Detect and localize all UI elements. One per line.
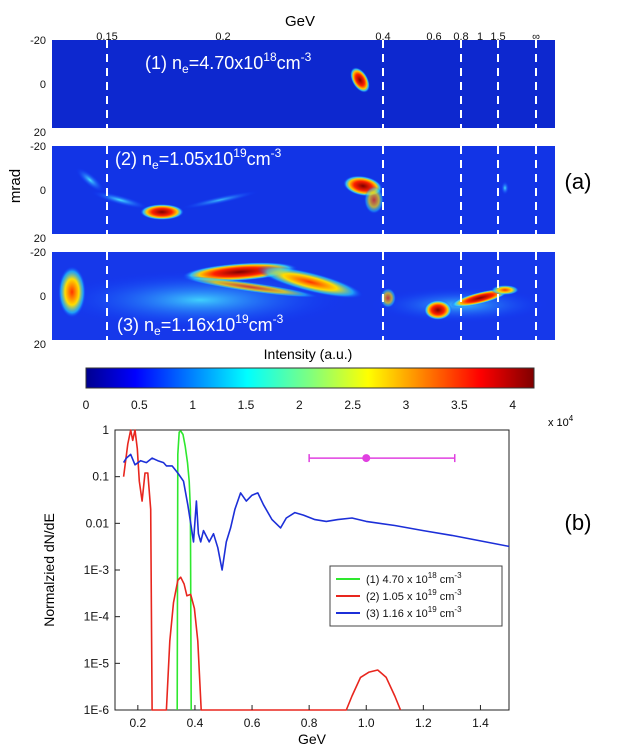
y-axis-label: Normalzied dN/dE xyxy=(41,513,57,627)
colorbar-tick-label: 1.5 xyxy=(238,398,255,412)
y-tick-label: 1E-5 xyxy=(84,656,110,670)
legend-label: (2) 1.05 x 1019 cm-3 xyxy=(366,588,462,603)
x-tick-label: 1.0 xyxy=(358,716,375,730)
energy-marker-lines xyxy=(106,40,537,340)
y-tick-label: 0.1 xyxy=(92,470,109,484)
series-line-2 xyxy=(122,429,402,711)
spectrum-image-1 xyxy=(52,40,555,128)
colorbar-tick-label: 3 xyxy=(403,398,410,412)
y-tick-label: 1E-6 xyxy=(84,703,110,717)
legend-label: (1) 4.70 x 1018 cm-3 xyxy=(366,571,462,586)
angle-axis-label: mrad xyxy=(7,169,24,203)
series-line-1 xyxy=(176,430,192,711)
x-tick-label: 1.2 xyxy=(415,716,432,730)
angle-tick-label: -20 xyxy=(30,247,46,259)
spectrum-label-1: (1) ne=4.70x1018cm-3 xyxy=(145,50,312,76)
angle-tick-label: 0 xyxy=(40,79,46,91)
colorbar xyxy=(85,367,535,389)
panel-label-a: (a) xyxy=(565,169,592,194)
spectrum-image-2 xyxy=(52,146,555,234)
angle-tick-label: 20 xyxy=(34,127,46,139)
colorbar-tick-label: 3.5 xyxy=(451,398,468,412)
spectrum-label-2: (2) ne=1.05x1019cm-3 xyxy=(115,146,282,172)
x-tick-label: 0.4 xyxy=(187,716,204,730)
x-tick-label: 0.2 xyxy=(129,716,146,730)
colorbar-tick-label: 1 xyxy=(189,398,196,412)
energy-tick-label: 1 xyxy=(477,31,483,43)
x-tick-label: 1.4 xyxy=(472,716,489,730)
angle-tick-label: 20 xyxy=(34,339,46,351)
x-axis-label: GeV xyxy=(298,731,327,747)
colorbar-scale: x 104 xyxy=(548,414,574,429)
colorbar-title: Intensity (a.u.) xyxy=(264,346,353,362)
legend-label: (3) 1.16 x 1019 cm-3 xyxy=(366,605,462,620)
x-tick-label: 0.6 xyxy=(244,716,261,730)
spectrum-image-3 xyxy=(50,252,555,340)
y-tick-label: 0.01 xyxy=(86,516,110,530)
colorbar-tick-label: 0 xyxy=(83,398,90,412)
errorbar-point xyxy=(362,454,371,463)
energy-axis-label: GeV xyxy=(285,13,315,30)
spectrum-label-3: (3) ne=1.16x1019cm-3 xyxy=(117,312,284,338)
angle-tick-label: 20 xyxy=(34,233,46,245)
angle-tick-label: -20 xyxy=(30,35,46,47)
energy-tick-label: ∞ xyxy=(532,31,540,43)
angle-tick-label: 0 xyxy=(40,291,46,303)
angle-tick-label: 0 xyxy=(40,185,46,197)
angle-tick-label: -20 xyxy=(30,141,46,153)
colorbar-tick-labels: 0 0.5 1 1.5 2 2.5 3 3.5 4 xyxy=(83,398,517,412)
colorbar-tick-label: 2 xyxy=(296,398,303,412)
y-tick-label: 1E-3 xyxy=(84,563,110,577)
colorbar-tick-label: 4 xyxy=(509,398,516,412)
panel-label-b: (b) xyxy=(565,510,592,535)
colorbar-tick-label: 0.5 xyxy=(131,398,148,412)
series-line-3 xyxy=(122,453,510,571)
colorbar-tick-label: 2.5 xyxy=(344,398,361,412)
spectrum-line-chart: 0.2 0.4 0.6 0.8 1.0 1.2 1.4 1E-6 1E-5 1E-4 1E-3 0.0… xyxy=(84,423,510,730)
x-tick-label: 0.8 xyxy=(301,716,318,730)
y-tick-label: 1E-4 xyxy=(84,610,110,624)
angle-tick-labels: -20 0 20 -20 0 20 -20 0 20 xyxy=(30,35,46,351)
y-tick-label: 1 xyxy=(102,423,109,437)
